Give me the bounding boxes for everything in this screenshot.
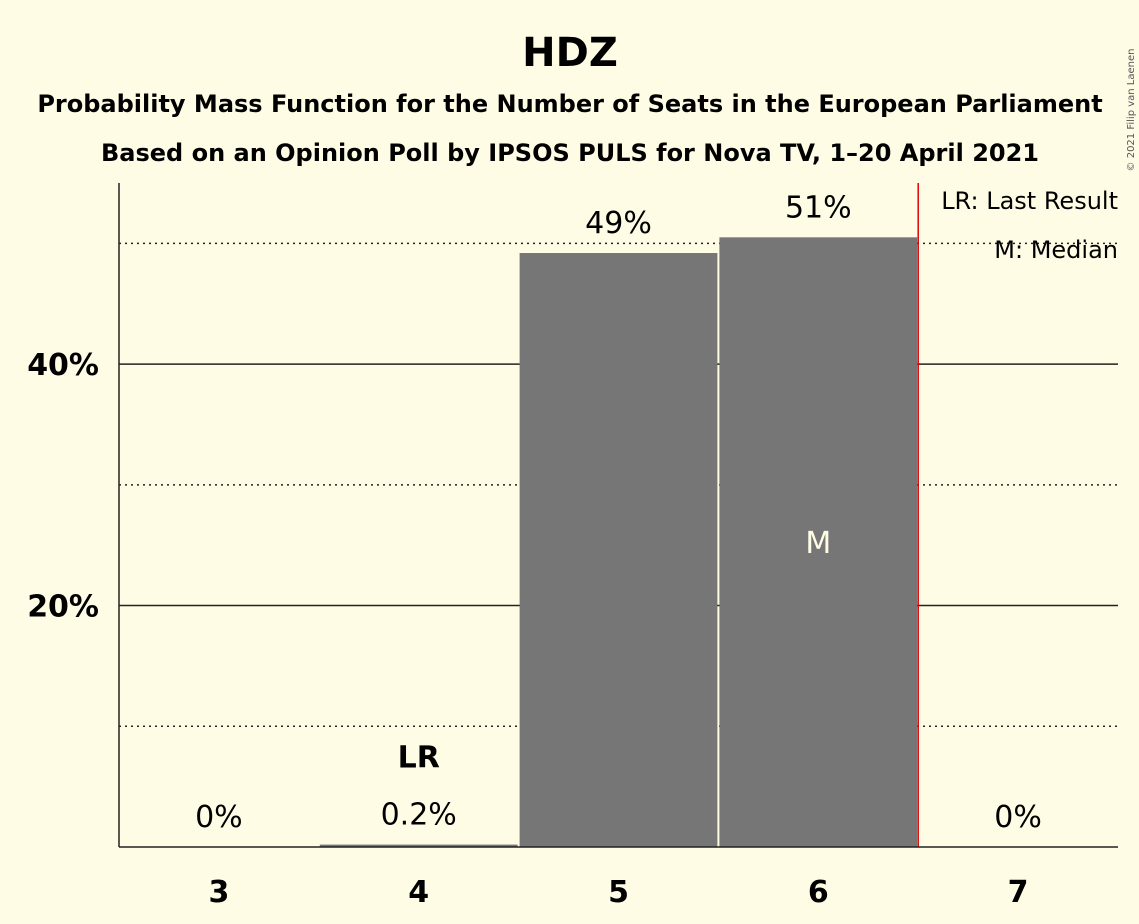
legend-last-result: LR: Last Result — [941, 187, 1118, 215]
x-tick-label: 6 — [808, 875, 829, 910]
bar-value-label: 0% — [994, 800, 1042, 835]
bar-value-label: 0% — [195, 800, 243, 835]
bar-seats-4 — [319, 844, 518, 847]
median-marker: M — [805, 526, 831, 561]
x-tick-label: 7 — [1008, 875, 1029, 910]
copyright-text: © 2021 Filip van Laenen — [1126, 49, 1137, 172]
bar-value-label: 0.2% — [381, 798, 457, 833]
axes — [118, 183, 1118, 848]
chart-subtitle: Probability Mass Function for the Number… — [37, 90, 1102, 118]
x-tick-label: 5 — [608, 875, 629, 910]
bar-seats-5 — [519, 253, 718, 847]
chart-subtitle-poll: Based on an Opinion Poll by IPSOS PULS f… — [101, 139, 1039, 167]
chart-title: HDZ — [522, 30, 618, 76]
y-tick-label: 20% — [27, 590, 99, 625]
y-tick-label: 40% — [27, 348, 99, 383]
bar-value-label: 51% — [785, 190, 852, 225]
bar-value-label: 49% — [585, 206, 652, 241]
labels: 20% 40% 3 0% 4 0.2% LR 5 49% 6 51% M 7 0% — [27, 190, 1042, 910]
legend-median: M: Median — [994, 236, 1118, 264]
bars — [319, 237, 918, 847]
x-tick-label: 4 — [408, 875, 429, 910]
bar-seats-6 — [719, 237, 918, 847]
x-tick-label: 3 — [208, 875, 229, 910]
last-result-marker: LR — [398, 741, 440, 776]
